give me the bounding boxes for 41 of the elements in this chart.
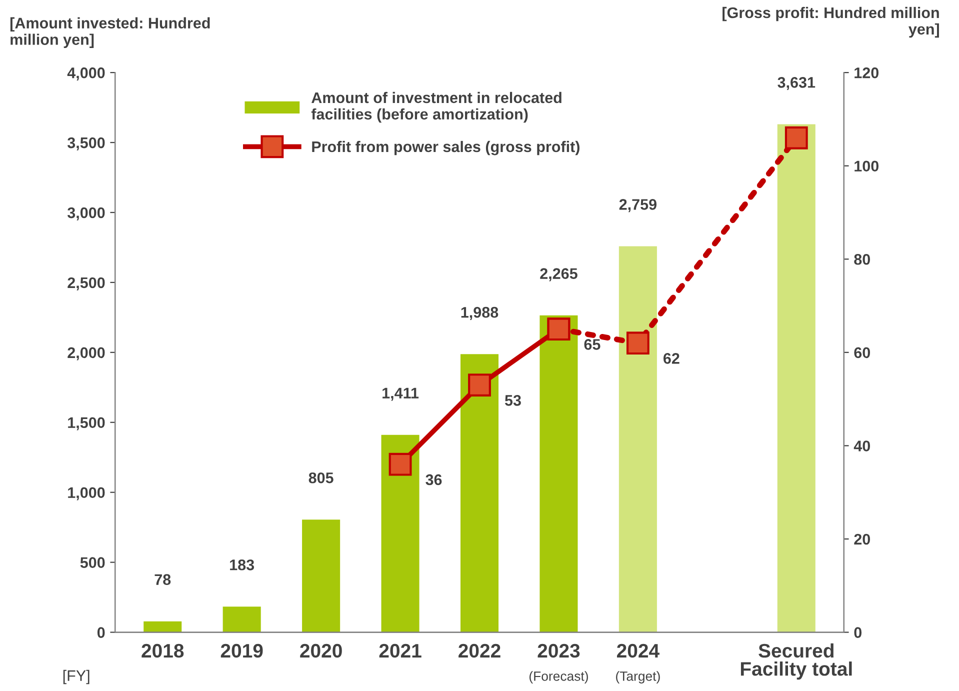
y-tick-label: 500 (80, 557, 105, 568)
data-label: 78 (154, 574, 171, 585)
y-tick-label: 3,000 (67, 207, 105, 220)
y-tick-label: 1,500 (68, 417, 105, 430)
legend-label: Amount of investment in relocated facilities (before amortization) (311, 92, 562, 123)
x-axis-title: [FY] (63, 670, 90, 684)
y-tick-label: 3,500 (67, 137, 105, 150)
y-tick-label: 2,500 (68, 277, 105, 290)
y2-axis-title: [Gross profit: Hundred million yen] (722, 6, 939, 38)
y-tick-label: 0 (97, 627, 105, 638)
x-tick-label: 2023 (Forecast) (529, 644, 588, 684)
y-tick-label: 2,000 (68, 347, 105, 360)
y-tick-label: 4,000 (67, 67, 105, 80)
data-label: 183 (230, 559, 254, 570)
data-label: 805 (308, 472, 334, 484)
y2-tick-label: 60 (854, 347, 870, 358)
y2-tick-label: 40 (854, 440, 870, 452)
data-label: 36 (426, 474, 442, 486)
x-tick-label: 2024 (Target) (616, 644, 660, 684)
data-label: 53 (504, 395, 521, 406)
y2-tick-label: 120 (854, 67, 879, 78)
y2-tick-label: 100 (854, 160, 879, 172)
y2-tick-label: 0 (854, 627, 862, 638)
data-label: 2,759 (619, 199, 656, 212)
x-tick-label: 2022 (458, 644, 500, 658)
data-label: 65 (584, 339, 600, 350)
x-tick-label: Secured Facility total (740, 643, 852, 680)
x-tick-label: 2020 (300, 644, 342, 658)
data-label: 1,411 (382, 388, 419, 401)
x-tick-label: 2021 (379, 644, 422, 658)
data-label: 3,631 (778, 77, 816, 90)
x-tick-label: 2019 (220, 644, 263, 658)
data-label: 62 (664, 353, 680, 364)
y-axis-title: [Amount invested: Hundred million yen] (10, 17, 210, 48)
data-label: 1,988 (461, 306, 498, 320)
data-label: 2,265 (540, 268, 578, 282)
y2-tick-label: 80 (854, 254, 870, 265)
y2-tick-label: 20 (854, 534, 870, 545)
legend-label: Profit from power sales (gross profit) (312, 140, 580, 156)
y-tick-label: 1,000 (68, 487, 105, 500)
x-tick-label: 2018 (142, 644, 184, 658)
